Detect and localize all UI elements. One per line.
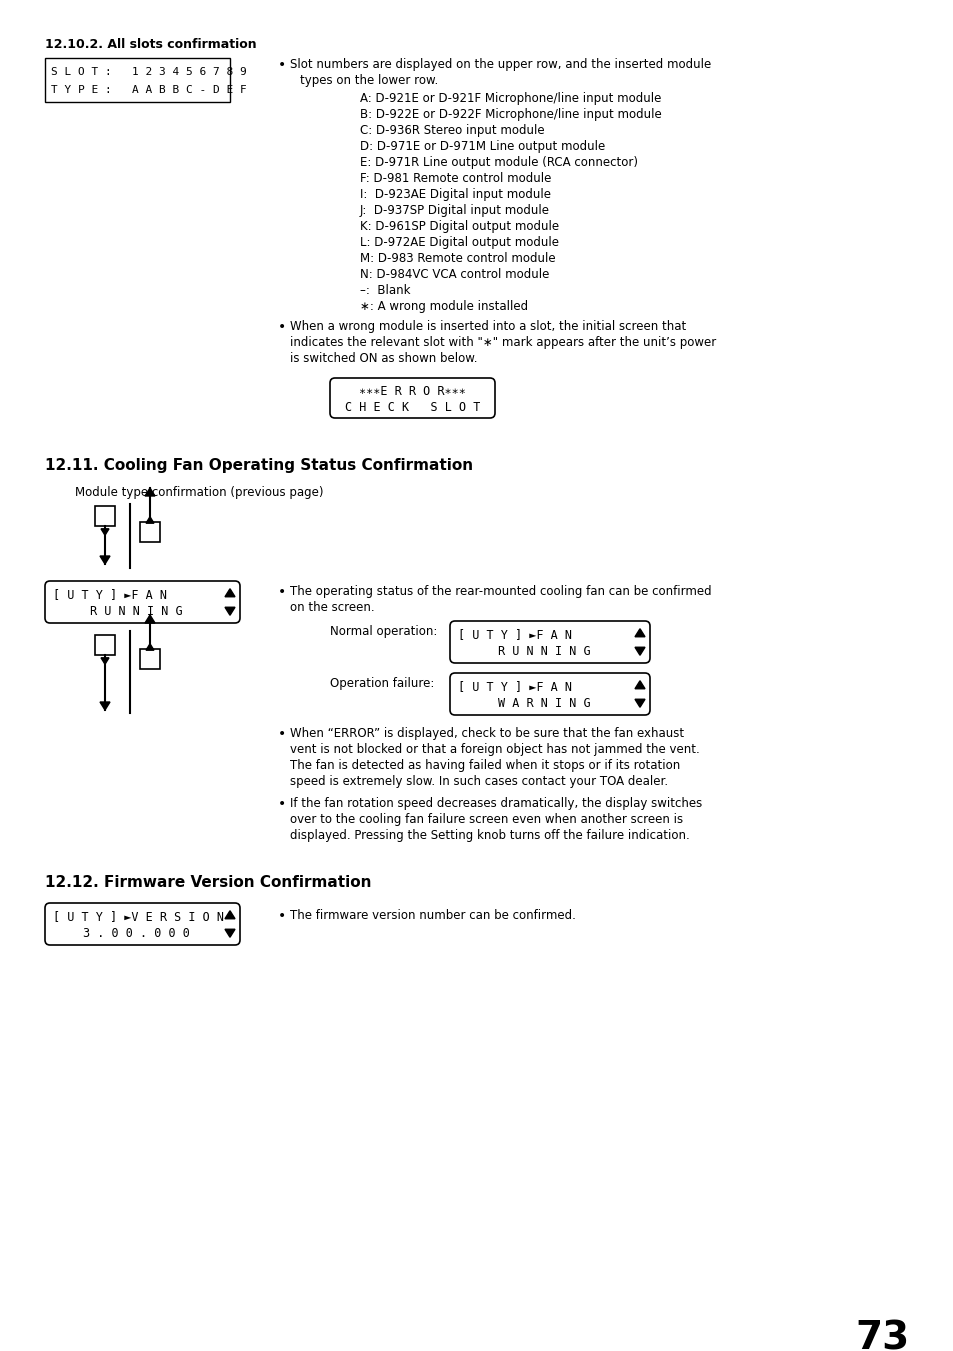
Text: types on the lower row.: types on the lower row.	[299, 74, 437, 86]
Text: The firmware version number can be confirmed.: The firmware version number can be confi…	[290, 909, 576, 921]
Text: over to the cooling fan failure screen even when another screen is: over to the cooling fan failure screen e…	[290, 813, 682, 825]
Polygon shape	[146, 517, 153, 523]
Text: •: •	[277, 585, 286, 598]
Polygon shape	[145, 615, 154, 623]
Text: •: •	[277, 727, 286, 740]
Text: F: D-981 Remote control module: F: D-981 Remote control module	[359, 172, 551, 185]
Text: K: D-961SP Digital output module: K: D-961SP Digital output module	[359, 220, 558, 232]
Text: When “ERROR” is displayed, check to be sure that the fan exhaust: When “ERROR” is displayed, check to be s…	[290, 727, 683, 740]
Text: T Y P E :   A A B B C - D E F: T Y P E : A A B B C - D E F	[51, 85, 247, 95]
Text: I:  D-923AE Digital input module: I: D-923AE Digital input module	[359, 188, 551, 201]
Text: Operation failure:: Operation failure:	[330, 677, 434, 690]
Text: If the fan rotation speed decreases dramatically, the display switches: If the fan rotation speed decreases dram…	[290, 797, 701, 811]
Text: 12.11. Cooling Fan Operating Status Confirmation: 12.11. Cooling Fan Operating Status Conf…	[45, 458, 473, 473]
Text: S L O T :   1 2 3 4 5 6 7 8 9: S L O T : 1 2 3 4 5 6 7 8 9	[51, 68, 247, 77]
Text: •: •	[277, 58, 286, 72]
FancyBboxPatch shape	[450, 673, 649, 715]
Polygon shape	[101, 658, 109, 665]
FancyBboxPatch shape	[95, 507, 115, 526]
Text: Module type confirmation (previous page): Module type confirmation (previous page)	[75, 486, 323, 499]
Text: N: D-984VC VCA control module: N: D-984VC VCA control module	[359, 267, 549, 281]
Text: ∗∗∗E R R O R∗∗∗: ∗∗∗E R R O R∗∗∗	[358, 385, 465, 397]
Text: J:  D-937SP Digital input module: J: D-937SP Digital input module	[359, 204, 550, 218]
Text: B: D-922E or D-922F Microphone/line input module: B: D-922E or D-922F Microphone/line inpu…	[359, 108, 661, 122]
Polygon shape	[635, 700, 644, 707]
Text: [ U T Y ] ►V E R S I O N: [ U T Y ] ►V E R S I O N	[53, 911, 224, 923]
Polygon shape	[635, 681, 644, 689]
Text: speed is extremely slow. In such cases contact your TOA dealer.: speed is extremely slow. In such cases c…	[290, 775, 667, 788]
Text: on the screen.: on the screen.	[290, 601, 375, 613]
FancyBboxPatch shape	[45, 902, 240, 944]
Text: [ U T Y ] ►F A N: [ U T Y ] ►F A N	[457, 681, 572, 693]
Text: E: D-971R Line output module (RCA connector): E: D-971R Line output module (RCA connec…	[359, 155, 638, 169]
Text: is switched ON as shown below.: is switched ON as shown below.	[290, 353, 477, 365]
Text: D: D-971E or D-971M Line output module: D: D-971E or D-971M Line output module	[359, 141, 604, 153]
Text: 3 . 0 0 . 0 0 0: 3 . 0 0 . 0 0 0	[83, 927, 190, 940]
Text: W A R N I N G: W A R N I N G	[497, 697, 590, 711]
Text: The operating status of the rear-mounted cooling fan can be confirmed: The operating status of the rear-mounted…	[290, 585, 711, 598]
Text: vent is not blocked or that a foreign object has not jammed the vent.: vent is not blocked or that a foreign ob…	[290, 743, 699, 757]
Text: M: D-983 Remote control module: M: D-983 Remote control module	[359, 253, 555, 265]
Text: [ U T Y ] ►F A N: [ U T Y ] ►F A N	[53, 588, 167, 601]
Text: 12.10.2. All slots confirmation: 12.10.2. All slots confirmation	[45, 38, 256, 51]
Text: Normal operation:: Normal operation:	[330, 626, 436, 638]
Polygon shape	[100, 703, 110, 711]
Text: C H E C K   S L O T: C H E C K S L O T	[344, 401, 479, 413]
Text: The fan is detected as having failed when it stops or if its rotation: The fan is detected as having failed whe…	[290, 759, 679, 771]
FancyBboxPatch shape	[330, 378, 495, 417]
Polygon shape	[145, 488, 154, 496]
Polygon shape	[225, 589, 234, 597]
Polygon shape	[635, 628, 644, 636]
Text: 12.12. Firmware Version Confirmation: 12.12. Firmware Version Confirmation	[45, 875, 371, 890]
Text: •: •	[277, 320, 286, 334]
Polygon shape	[146, 644, 153, 650]
Text: R U N N I N G: R U N N I N G	[91, 605, 183, 619]
Text: •: •	[277, 797, 286, 811]
Text: A: D-921E or D-921F Microphone/line input module: A: D-921E or D-921F Microphone/line inpu…	[359, 92, 660, 105]
Text: 73: 73	[855, 1320, 909, 1351]
Polygon shape	[101, 528, 109, 535]
Text: Slot numbers are displayed on the upper row, and the inserted module: Slot numbers are displayed on the upper …	[290, 58, 711, 72]
Polygon shape	[635, 647, 644, 655]
Polygon shape	[225, 911, 234, 919]
Text: •: •	[277, 909, 286, 923]
Text: L: D-972AE Digital output module: L: D-972AE Digital output module	[359, 236, 558, 249]
Text: [ U T Y ] ►F A N: [ U T Y ] ►F A N	[457, 628, 572, 642]
Polygon shape	[100, 557, 110, 563]
FancyBboxPatch shape	[45, 581, 240, 623]
Text: displayed. Pressing the Setting knob turns off the failure indication.: displayed. Pressing the Setting knob tur…	[290, 830, 689, 842]
Text: When a wrong module is inserted into a slot, the initial screen that: When a wrong module is inserted into a s…	[290, 320, 685, 332]
Polygon shape	[225, 929, 234, 938]
FancyBboxPatch shape	[140, 521, 160, 542]
Text: ∗: A wrong module installed: ∗: A wrong module installed	[359, 300, 528, 313]
Polygon shape	[225, 607, 234, 615]
FancyBboxPatch shape	[95, 635, 115, 655]
Text: R U N N I N G: R U N N I N G	[497, 646, 590, 658]
FancyBboxPatch shape	[450, 621, 649, 663]
FancyBboxPatch shape	[140, 648, 160, 669]
Text: C: D-936R Stereo input module: C: D-936R Stereo input module	[359, 124, 544, 136]
Text: indicates the relevant slot with "∗" mark appears after the unit’s power: indicates the relevant slot with "∗" mar…	[290, 336, 716, 349]
FancyBboxPatch shape	[45, 58, 230, 101]
Text: –:  Blank: –: Blank	[359, 284, 410, 297]
